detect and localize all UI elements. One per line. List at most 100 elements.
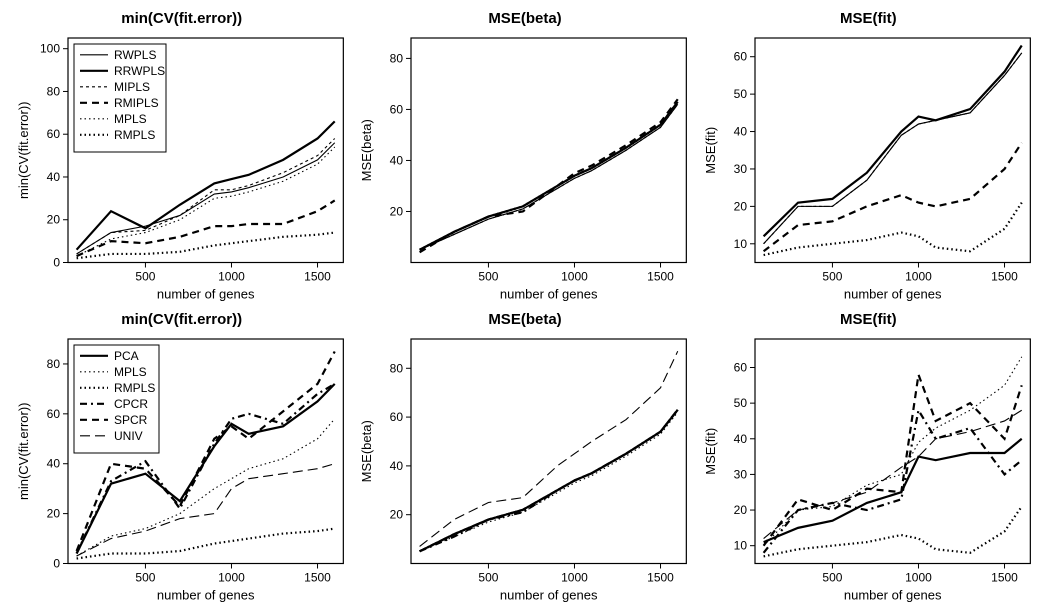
series-RMPLS [77,528,335,558]
legend: PCAMPLSRMPLSCPCRSPCRUNIV [80,348,155,442]
x-tick-label: 1000 [561,570,588,584]
x-tick-label: 500 [135,570,155,584]
x-tick-label: 1500 [304,570,331,584]
plot-frame [68,339,343,564]
series-RMPLS [420,102,678,250]
y-tick-label: 60 [733,360,747,374]
x-axis-label: number of genes [157,587,255,602]
legend-label: SPCR [114,412,148,426]
y-tick-label: 80 [47,356,61,370]
series-RMPLS [763,203,1021,255]
legend-label: PCA [114,348,139,362]
y-axis-label: min(CV(fit.error)) [16,402,31,500]
y-tick-label: 10 [733,237,747,251]
series-CPCR [420,409,678,551]
y-tick-label: 0 [53,256,60,270]
legend-label: MPLS [114,364,147,378]
x-tick-label: 1000 [561,270,588,284]
x-tick-label: 1500 [647,570,674,584]
panel-p21: min(CV(fit.error))50010001500number of g… [10,309,353,610]
legend-label: RMIPLS [114,96,159,110]
x-tick-label: 1500 [991,270,1018,284]
y-tick-label: 20 [390,507,404,521]
x-axis-label: number of genes [844,287,942,302]
series-RMIPLS [77,200,335,256]
series-group [77,121,335,258]
series-RWPLS [420,104,678,249]
y-tick-label: 60 [733,50,747,64]
x-tick-label: 1000 [905,570,932,584]
y-tick-label: 40 [733,431,747,445]
y-tick-label: 60 [47,127,61,141]
series-RRWPLS [420,102,678,250]
y-tick-label: 100 [40,42,60,56]
y-tick-label: 10 [733,538,747,552]
panel-p13: MSE(fit)50010001500number of genes102030… [697,8,1040,309]
series-RMPLS [77,233,335,259]
x-tick-label: 1500 [647,270,674,284]
x-tick-label: 500 [822,270,842,284]
panel-grid: min(CV(fit.error))50010001500number of g… [0,0,1050,613]
series-group [763,45,1021,255]
series-RMPLS [420,409,678,551]
x-axis-label: number of genes [500,587,598,602]
x-tick-label: 1000 [905,270,932,284]
series-UNIV [420,351,678,546]
x-axis-label: number of genes [500,287,598,302]
series-MPLS [763,356,1021,545]
y-tick-label: 20 [390,204,404,218]
x-tick-label: 500 [479,570,499,584]
y-tick-label: 60 [390,410,404,424]
y-axis-label: MSE(beta) [359,420,374,482]
series-UNIV [763,410,1021,538]
legend: RWPLSRRWPLSMIPLSRMIPLSMPLSRMPLS [80,48,165,142]
y-tick-label: 50 [733,396,747,410]
x-tick-label: 500 [479,270,499,284]
legend-label: UNIV [114,428,143,442]
legend-label: RWPLS [114,48,156,62]
plot-frame [755,339,1030,564]
panel-svg: 500 1000 1500 number of genes 20 40 60 80 MSE(be… [353,309,696,610]
x-tick-label: 1500 [991,570,1018,584]
y-tick-label: 30 [733,467,747,481]
y-tick-label: 60 [47,406,61,420]
y-tick-label: 60 [390,102,404,116]
y-tick-label: 80 [47,84,61,98]
series-MPLS [77,147,335,256]
legend-label: MPLS [114,112,147,126]
series-MPLS [420,412,678,551]
panel-svg: 50010001500number of genes020406080min(C… [10,309,353,610]
panel-p12: MSE(beta)50010001500number of genes20406… [353,8,696,309]
series-RWPLS [77,143,335,254]
legend-label: MIPLS [114,80,150,94]
x-tick-label: 1000 [218,570,245,584]
legend-label: RRWPLS [114,64,165,78]
plot-frame [755,38,1030,263]
y-tick-label: 40 [733,125,747,139]
panel-svg: 50010001500number of genes20406080MSE(be… [353,8,696,309]
y-tick-label: 20 [733,199,747,213]
y-tick-label: 80 [390,361,404,375]
y-tick-label: 40 [390,458,404,472]
series-MPLS [763,53,1021,244]
series-SPCR [420,409,678,551]
x-axis-label: number of genes [157,287,255,302]
series-group [763,356,1021,556]
panel-svg: 50010001500number of genes102030405060MS… [697,309,1040,610]
x-tick-label: 1000 [218,270,245,284]
x-axis-label: number of genes [844,587,942,602]
y-axis-label: MSE(fit) [703,127,718,174]
y-tick-label: 40 [47,456,61,470]
panel-p23: MSE(fit)50010001500number of genes102030… [697,309,1040,610]
series-MIPLS [420,104,678,249]
y-tick-label: 0 [53,556,60,570]
series-RRWPLS [763,45,1021,236]
x-tick-label: 500 [822,570,842,584]
plot-frame [411,38,686,263]
series-RMPLS [763,506,1021,556]
series-group [420,99,678,252]
legend-label: RMPLS [114,380,155,394]
y-axis-label: MSE(fit) [703,427,718,474]
series-PCA [420,409,678,551]
panel-svg: 50010001500number of genes102030405060MS… [697,8,1040,309]
